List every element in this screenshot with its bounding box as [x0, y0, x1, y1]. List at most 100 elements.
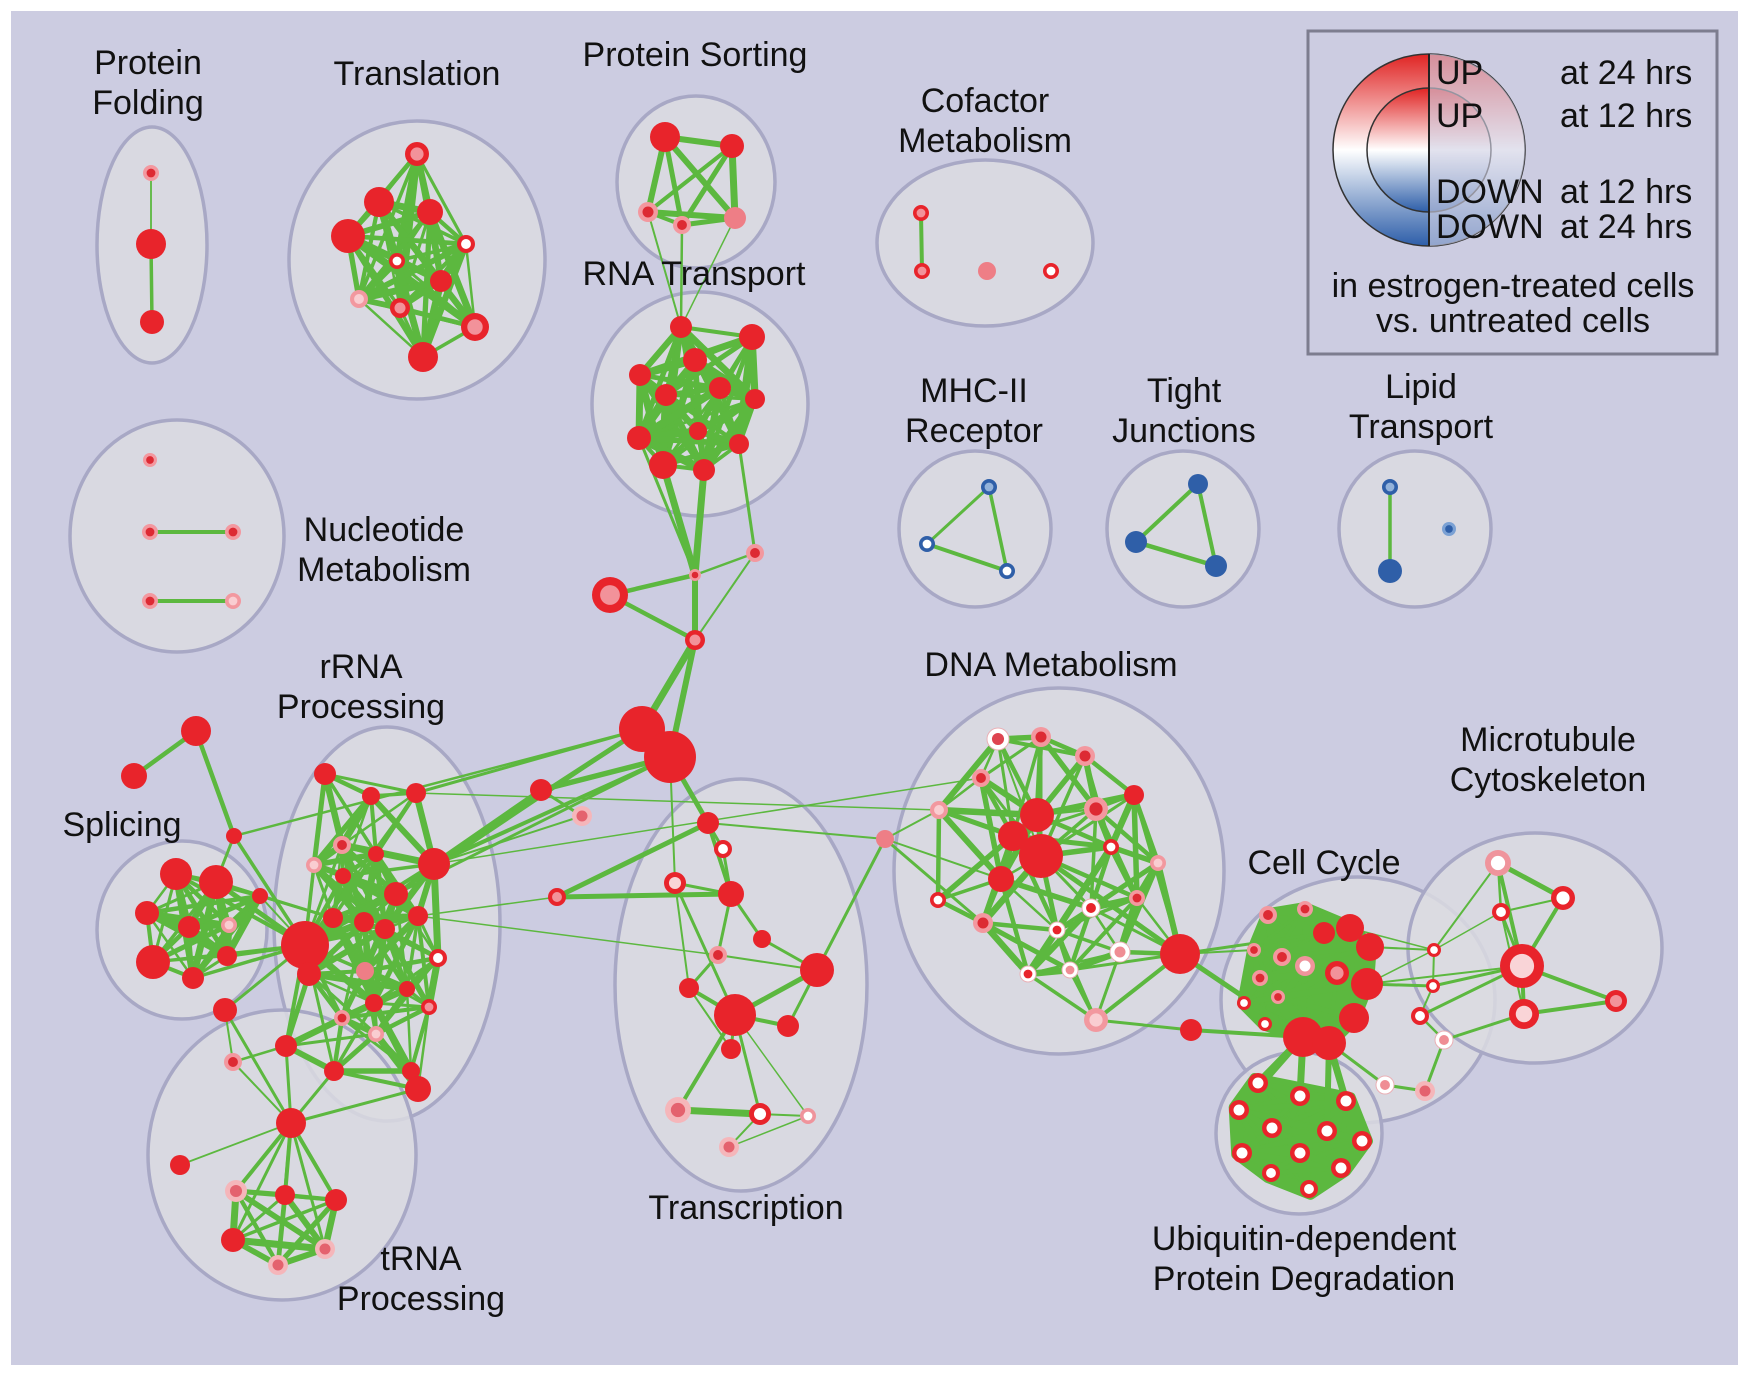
cluster-ellipse-tight-junctions[interactable]	[1105, 449, 1261, 609]
node-connectors-8-solid-pink[interactable]	[876, 830, 894, 848]
node-nucleotide-metabolism-1-pink-ring-red-center[interactable]	[142, 524, 158, 540]
node-rrna-processing-7-solid-red[interactable]	[418, 848, 450, 880]
node-protein-sorting-0-solid-red[interactable]	[650, 122, 680, 152]
node-trna-processing-0-solid-red[interactable]	[213, 998, 237, 1022]
node-connectors-5-solid-red[interactable]	[644, 731, 696, 783]
node-translation-8-red-ring-pink-center[interactable]	[390, 298, 410, 318]
node-cell-cycle-20-white-ring-pink-center[interactable]	[1434, 1030, 1454, 1050]
node-splicing-6-solid-red[interactable]	[178, 916, 200, 938]
node-rrna-processing-18-solid-red[interactable]	[399, 981, 415, 997]
node-transcription-12-lightpink-ring-pink-center[interactable]	[665, 1097, 691, 1123]
node-transcription-1-solid-red[interactable]	[697, 812, 719, 834]
node-transcription-6-pink-ring-red-center[interactable]	[709, 946, 727, 964]
node-ubiquitin-11-red-ring-white-center[interactable]	[1300, 1180, 1318, 1198]
node-splicing-4-solid-red[interactable]	[199, 865, 233, 899]
node-rna-transport-5-solid-red[interactable]	[709, 377, 731, 399]
node-transcription-3-red-ring-lightpink-center[interactable]	[664, 872, 686, 894]
node-protein-folding-1-solid-red[interactable]	[136, 229, 166, 259]
node-trna-processing-3-lightpink-ring-pink-center[interactable]	[225, 1180, 247, 1202]
node-cell-cycle-4-pink-ring-red-center[interactable]	[1247, 943, 1261, 957]
node-rrna-processing-22-solid-red[interactable]	[275, 1035, 297, 1057]
node-ubiquitin-0-red-ring-white-center[interactable]	[1248, 1073, 1268, 1093]
node-transcription-7-solid-red[interactable]	[679, 978, 699, 998]
node-dna-metabolism-18-white-ring-pink-center[interactable]	[1109, 941, 1131, 963]
node-ubiquitin-8-red-ring-white-center[interactable]	[1290, 1143, 1310, 1163]
node-dna-metabolism-11-pink-ring-light-center[interactable]	[1150, 855, 1166, 871]
node-transcription-14-pink-ring-white-center[interactable]	[800, 1108, 816, 1124]
cluster-ellipse-lipid-transport[interactable]	[1337, 449, 1493, 609]
node-transcription-15-lightpink-ring-pink-center[interactable]	[719, 1137, 739, 1157]
node-protein-sorting-1-solid-red[interactable]	[720, 134, 744, 158]
node-rrna-processing-25-solid-red[interactable]	[402, 1062, 420, 1080]
node-cell-cycle-12-red-ring-white-center[interactable]	[1237, 996, 1251, 1010]
node-cell-cycle-9-solid-red[interactable]	[1351, 968, 1383, 1000]
node-protein-sorting-2-pink-ring-red-center[interactable]	[638, 202, 658, 222]
node-translation-2-solid-red[interactable]	[417, 199, 443, 225]
node-rna-transport-2-solid-red[interactable]	[683, 348, 707, 372]
node-cofactor-metabolism-2-solid-pink[interactable]	[978, 262, 996, 280]
node-rna-transport-11-solid-red[interactable]	[693, 459, 715, 481]
node-rrna-processing-13-solid-red[interactable]	[281, 921, 329, 969]
node-connectors-3-red-ring-pink-center[interactable]	[685, 630, 705, 650]
node-connectors-2-red-ring-pink-center[interactable]	[592, 577, 628, 613]
node-dna-metabolism-16-pink-ring-red-center[interactable]	[973, 913, 993, 933]
node-rrna-processing-24-solid-red[interactable]	[324, 1061, 344, 1081]
node-microtubule-cytoskeleton-4-red-ring-lightpink-center[interactable]	[1509, 999, 1539, 1029]
node-trna-processing-7-lightpink-ring-pink-center[interactable]	[315, 1239, 335, 1259]
node-translation-10-solid-red[interactable]	[408, 342, 438, 372]
node-rna-transport-3-solid-red[interactable]	[629, 364, 651, 386]
node-cell-cycle-5-pink-ring-red-center[interactable]	[1273, 948, 1291, 966]
node-rna-transport-10-solid-red[interactable]	[649, 451, 677, 479]
node-transcription-8-solid-red[interactable]	[800, 953, 834, 987]
node-ubiquitin-9-red-ring-white-center[interactable]	[1262, 1164, 1280, 1182]
node-lipid-transport-2-lightblue-ring-blue-center[interactable]	[1442, 522, 1456, 536]
node-transcription-13-red-ring-white-center[interactable]	[749, 1103, 771, 1125]
node-trna-processing-5-solid-red[interactable]	[325, 1189, 347, 1211]
node-lipid-transport-0-blue-ring-lightblue-center[interactable]	[1382, 479, 1398, 495]
node-rrna-processing-10-solid-red[interactable]	[323, 908, 343, 928]
node-trna-processing-2-solid-red[interactable]	[170, 1155, 190, 1175]
node-trna-processing-4-solid-red[interactable]	[275, 1185, 295, 1205]
node-translation-3-solid-red[interactable]	[331, 219, 365, 253]
node-connectors-0-pink-ring-red-center[interactable]	[689, 569, 701, 581]
node-transcription-10-solid-red[interactable]	[777, 1015, 799, 1037]
node-rrna-processing-0-solid-red[interactable]	[314, 763, 336, 785]
node-dna-metabolism-5-solid-red[interactable]	[1020, 798, 1054, 832]
node-cell-cycle-6-pink-ring-white-center[interactable]	[1295, 956, 1315, 976]
node-mhc-ii-receptor-2-blue-ring-white-center[interactable]	[999, 563, 1015, 579]
node-connectors-1-pink-ring-red-center[interactable]	[746, 544, 764, 562]
node-translation-7-pink-ring-light-center[interactable]	[350, 290, 368, 308]
node-cell-cycle-15-solid-red[interactable]	[1312, 1026, 1346, 1060]
node-rrna-processing-11-solid-red[interactable]	[354, 912, 374, 932]
node-cofactor-metabolism-0-red-ring-pink-center[interactable]	[913, 205, 929, 221]
node-microtubule-cytoskeleton-0-pink-ring-white-center[interactable]	[1485, 850, 1511, 876]
node-rrna-processing-16-solid-pink[interactable]	[356, 962, 374, 980]
node-cell-cycle-18-red-ring-white-center[interactable]	[1426, 979, 1440, 993]
node-splicing-5-solid-red[interactable]	[135, 901, 159, 925]
node-splicing-11-solid-red[interactable]	[252, 888, 268, 904]
node-rrna-processing-2-solid-red[interactable]	[406, 783, 426, 803]
node-ubiquitin-2-red-ring-white-center[interactable]	[1336, 1091, 1356, 1111]
node-dna-metabolism-21-solid-red[interactable]	[1160, 934, 1200, 974]
node-rrna-processing-1-solid-red[interactable]	[362, 787, 380, 805]
node-rrna-processing-4-pink-ring-light-center[interactable]	[306, 857, 322, 873]
node-rrna-processing-23-pink-ring-red-center[interactable]	[224, 1053, 242, 1071]
node-transcription-4-solid-red[interactable]	[718, 881, 744, 907]
node-transcription-11-solid-red[interactable]	[721, 1039, 741, 1059]
node-protein-folding-0-pink-ring-red-center[interactable]	[143, 165, 159, 181]
node-rrna-processing-20-pink-ring-light-center[interactable]	[368, 1026, 384, 1042]
node-dna-metabolism-7-solid-red[interactable]	[1019, 834, 1063, 878]
node-protein-sorting-4-solid-pink[interactable]	[724, 207, 746, 229]
node-rna-transport-0-solid-red[interactable]	[670, 316, 692, 338]
node-dna-metabolism-20-white-ring-pink-center[interactable]	[1061, 961, 1079, 979]
node-rna-transport-1-solid-red[interactable]	[739, 324, 765, 350]
node-cell-cycle-16-solid-red[interactable]	[1339, 1003, 1369, 1033]
node-microtubule-cytoskeleton-3-red-ring-lightpink-center[interactable]	[1500, 944, 1544, 988]
node-nucleotide-metabolism-0-pink-ring-red-center[interactable]	[143, 453, 157, 467]
node-splicing-1-solid-red[interactable]	[121, 763, 147, 789]
node-cell-cycle-0-pink-ring-red-center[interactable]	[1259, 906, 1277, 924]
node-transcription-0-lightpink-ring-pink-center[interactable]	[572, 806, 592, 826]
node-transcription-9-solid-red[interactable]	[714, 994, 756, 1036]
node-cofactor-metabolism-1-red-ring-pink-center[interactable]	[914, 263, 930, 279]
node-cell-cycle-22-lightpink-ring-pink-center[interactable]	[1415, 1081, 1435, 1101]
